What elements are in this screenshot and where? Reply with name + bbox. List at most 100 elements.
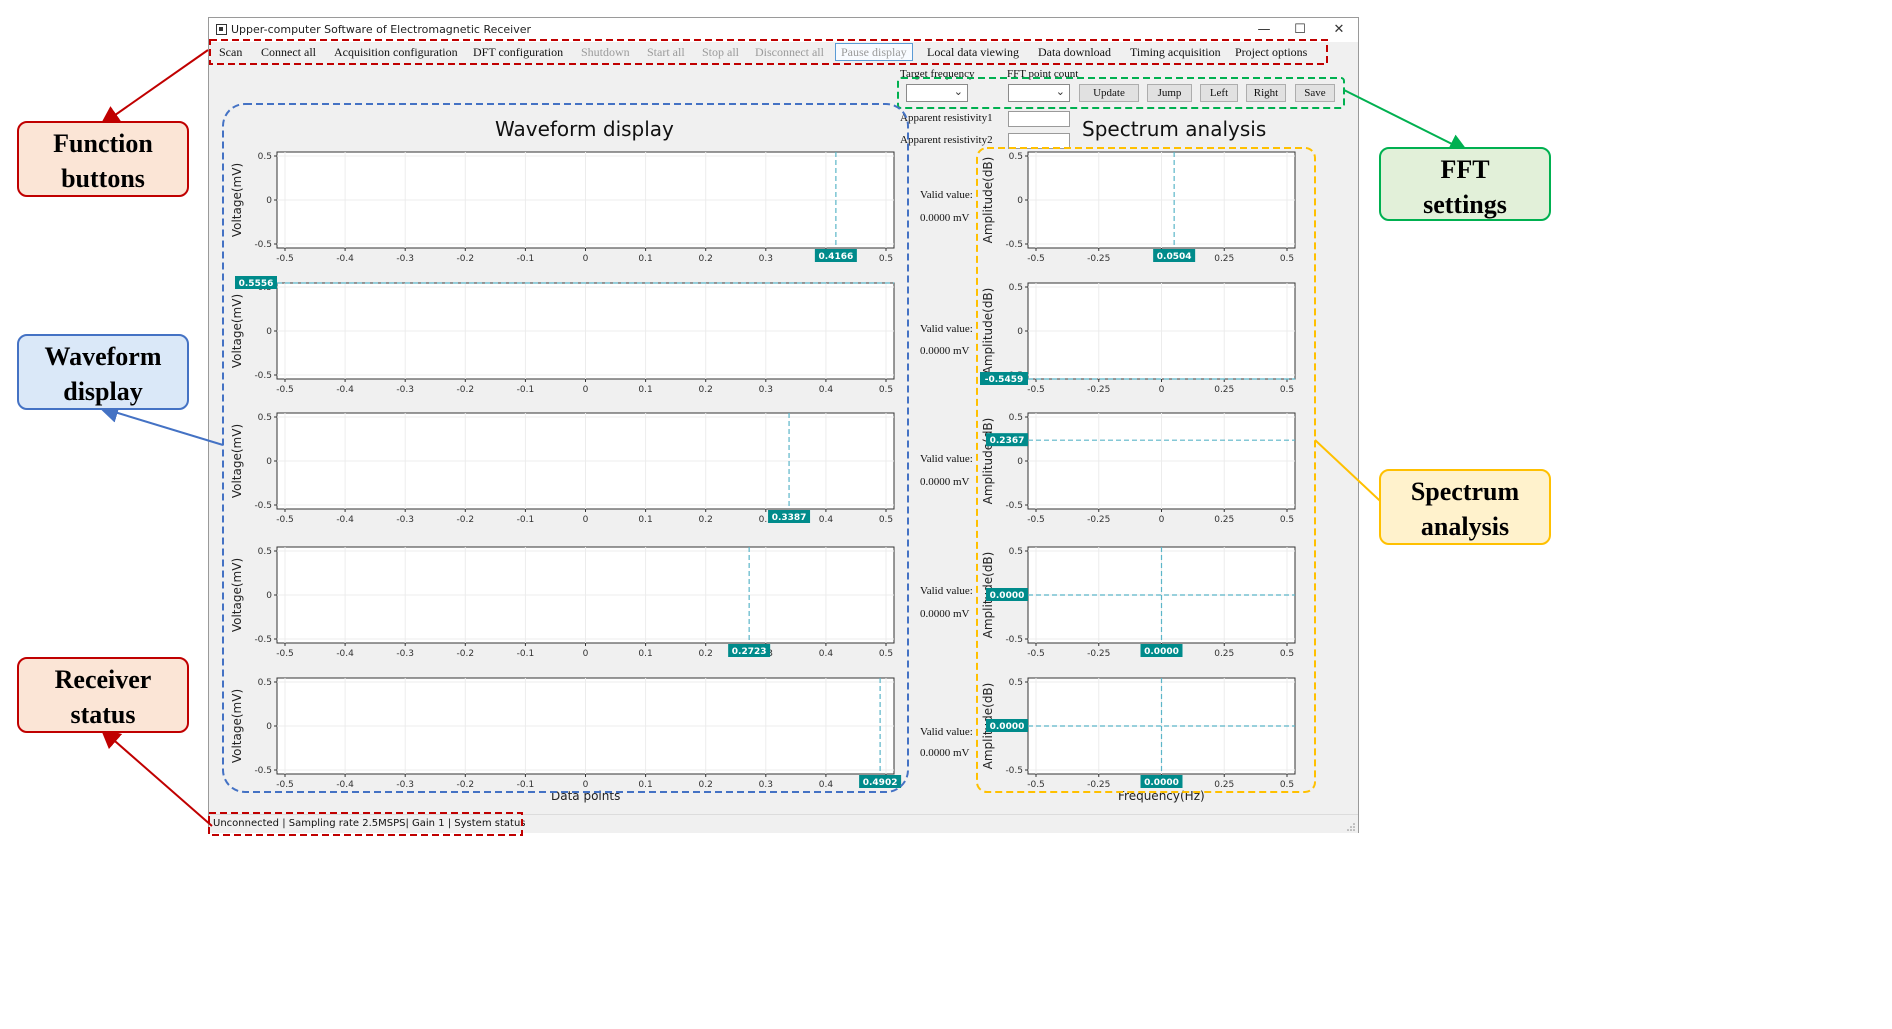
waveform-panel-5-y-tick-label: -0.5: [254, 766, 272, 776]
spectrum-panel-4-y-tick-label: -0.5: [1005, 635, 1023, 645]
status-bar: Unconnected | Sampling rate 2.5MSPS| Gai…: [209, 814, 1358, 833]
menu-disconnect-all[interactable]: Disconnect all: [755, 45, 824, 59]
menu-stop-all[interactable]: Stop all: [702, 45, 740, 59]
spectrum-panel-1-x-tick-label: 0.5: [1280, 254, 1294, 264]
callout-line: display: [63, 377, 143, 406]
waveform-panel-2-x-tick-label: -0.5: [276, 385, 294, 395]
valid-value-label-5: Valid value:: [920, 726, 973, 738]
waveform-panel-4-x-tick-label: -0.5: [276, 649, 294, 659]
spectrum-panel-2-x-tick-label: 0.25: [1214, 385, 1234, 395]
waveform-panel-1-x-marker-box: [814, 249, 857, 262]
apparent-resistivity1-field[interactable]: [1008, 111, 1070, 127]
valid-value-label-2: Valid value:: [920, 323, 973, 335]
spectrum-panel-1-x-marker-box: [1153, 249, 1196, 262]
spectrum-panel-4-y-tick-label: 0.5: [1009, 547, 1023, 557]
function-buttons-arrow: [99, 49, 209, 126]
left-button[interactable]: Left: [1200, 84, 1238, 102]
minimize-button[interactable]: —: [1257, 22, 1271, 37]
waveform-panel-3-y-axis-label: Voltage(mV): [230, 424, 244, 498]
spectrum-panel-2-x-tick-label: -0.25: [1087, 385, 1110, 395]
spectrum-panel-1-x-tick-label: -0.25: [1087, 254, 1110, 264]
waveform-panel-4-x-tick-label: -0.3: [396, 649, 414, 659]
target-frequency-select[interactable]: ⌄: [906, 84, 968, 102]
callout-line: settings: [1423, 190, 1507, 219]
menu-data-download[interactable]: Data download: [1038, 45, 1111, 59]
spectrum-panel-5-y-marker-box: [986, 719, 1028, 732]
spectrum-panel-3-y-tick-label: 0.5: [1009, 413, 1023, 423]
fft-settings-callout: FFT settings: [1379, 147, 1551, 221]
menu-local-data-viewing[interactable]: Local data viewing: [927, 45, 1019, 59]
waveform-panel-1-x-tick-label: 0.1: [638, 254, 652, 264]
waveform-panel-1-x-tick-label: 0: [583, 254, 589, 264]
resize-grip-icon[interactable]: [1347, 823, 1355, 831]
callout-line: Receiver: [54, 665, 152, 694]
spectrum-title: Spectrum analysis: [1082, 117, 1267, 141]
valid-value-1: 0.0000 mV: [920, 212, 970, 224]
right-button[interactable]: Right: [1246, 84, 1286, 102]
waveform-panel-4-x-tick-label: 0.1: [638, 649, 652, 659]
jump-button[interactable]: Jump: [1147, 84, 1192, 102]
waveform-panel-2-x-tick-label: 0: [583, 385, 589, 395]
chevron-down-icon: ⌄: [1055, 85, 1065, 98]
spectrum-panel-5-x-tick-label: 0.25: [1214, 780, 1234, 790]
waveform-panel-4-x-tick-label: 0.4: [819, 649, 834, 659]
save-button[interactable]: Save: [1295, 84, 1335, 102]
spectrum-panel-1-y-tick-label: -0.5: [1005, 240, 1023, 250]
waveform-panel-4-x-tick-label: 0.5: [879, 649, 893, 659]
spectrum-panel-1-x-marker-label: 0.0504: [1157, 252, 1192, 262]
spectrum-panel-1-y-axis-label: Amplitude(dB): [981, 157, 995, 244]
menu-timing-acquisition[interactable]: Timing acquisition: [1130, 45, 1221, 59]
menu-dft-configuration[interactable]: DFT configuration: [473, 45, 564, 59]
waveform-panel-3-x-tick-label: -0.4: [336, 515, 354, 525]
waveform-panel-1-x-tick-label: 0.5: [879, 254, 893, 264]
callout-line: status: [70, 700, 136, 729]
spectrum-panel-4-y-marker-box: [986, 588, 1028, 601]
waveform-panel-1-y-tick-label: 0: [266, 196, 272, 206]
waveform-panel-5-x-tick-label: -0.1: [517, 780, 535, 790]
window-title: Upper-computer Software of Electromagnet…: [231, 23, 532, 36]
valid-value-label-4: Valid value:: [920, 585, 973, 597]
menu-scan[interactable]: Scan: [219, 45, 243, 59]
waveform-panel-5-x-tick-label: 0.1: [638, 780, 652, 790]
update-button[interactable]: Update: [1079, 84, 1139, 102]
waveform-title: Waveform display: [495, 117, 674, 141]
spectrum-panel-2-x-tick-label: -0.5: [1027, 385, 1045, 395]
waveform-panel-3-x-tick-label: -0.1: [517, 515, 535, 525]
waveform-panel-5-x-marker-label: 0.4902: [863, 778, 898, 788]
waveform-panel-1-x-tick-label: -0.5: [276, 254, 294, 264]
spectrum-panel-3-y-marker-label: 0.2367: [990, 436, 1025, 446]
waveform-panel-5-y-tick-label: 0.5: [258, 678, 272, 688]
receiver-status-region: [208, 812, 523, 836]
spectrum-panel-4-x-tick-label: -0.5: [1027, 649, 1045, 659]
waveform-panel-1-y-tick-label: -0.5: [254, 240, 272, 250]
maximize-button[interactable]: ☐: [1294, 22, 1306, 37]
menu-project-options[interactable]: Project options: [1235, 45, 1308, 59]
waveform-panel-1-x-marker-label: 0.4166: [819, 252, 854, 262]
menu-shutdown[interactable]: Shutdown: [581, 45, 630, 59]
waveform-panel-2-x-tick-label: 0.1: [638, 385, 652, 395]
fft-point-count-select[interactable]: ⌄: [1008, 84, 1070, 102]
menu-connect-all[interactable]: Connect all: [261, 45, 316, 59]
spectrum-panel-2-y-tick-label: 0.5: [1009, 283, 1023, 293]
spectrum-panel-4-x-tick-label: 0.5: [1280, 649, 1294, 659]
waveform-panel-1-x-tick-label: -0.3: [396, 254, 414, 264]
menu-start-all[interactable]: Start all: [647, 45, 685, 59]
waveform-x-axis-label: Data points: [551, 789, 621, 803]
waveform-panel-3-x-tick-label: -0.3: [396, 515, 414, 525]
waveform-panel-4-y-tick-label: 0: [266, 591, 272, 601]
menu-pause-display[interactable]: Pause display: [835, 43, 913, 61]
spectrum-panel-1-x-tick-label: -0.5: [1027, 254, 1045, 264]
close-button[interactable]: ✕: [1333, 22, 1345, 37]
waveform-panel-3-x-marker-box: [768, 510, 811, 523]
waveform-panel-4-x-marker-box: [728, 644, 771, 657]
plots-layer: -0.5 -0.4 -0.3 -0.2 -0.1 0 0.1 0.2 0.3 0.4 0.5 0.5 0…: [230, 151, 1296, 790]
function-buttons-callout: Function buttons: [17, 121, 189, 197]
waveform-panel-4-x-tick-label: -0.2: [457, 649, 475, 659]
spectrum-panel-1-x-tick-label: 0.25: [1214, 254, 1234, 264]
spectrum-panel-2-x-tick-label: 0: [1159, 385, 1165, 395]
menu-acquisition-configuration[interactable]: Acquisition configuration: [334, 45, 458, 59]
spectrum-panel-2-y-marker-box: [980, 372, 1028, 385]
apparent-resistivity2-field[interactable]: [1008, 133, 1070, 149]
waveform-panel-4-x-tick-label: -0.1: [517, 649, 535, 659]
waveform-panel-5-x-tick-label: 0.4: [819, 780, 834, 790]
